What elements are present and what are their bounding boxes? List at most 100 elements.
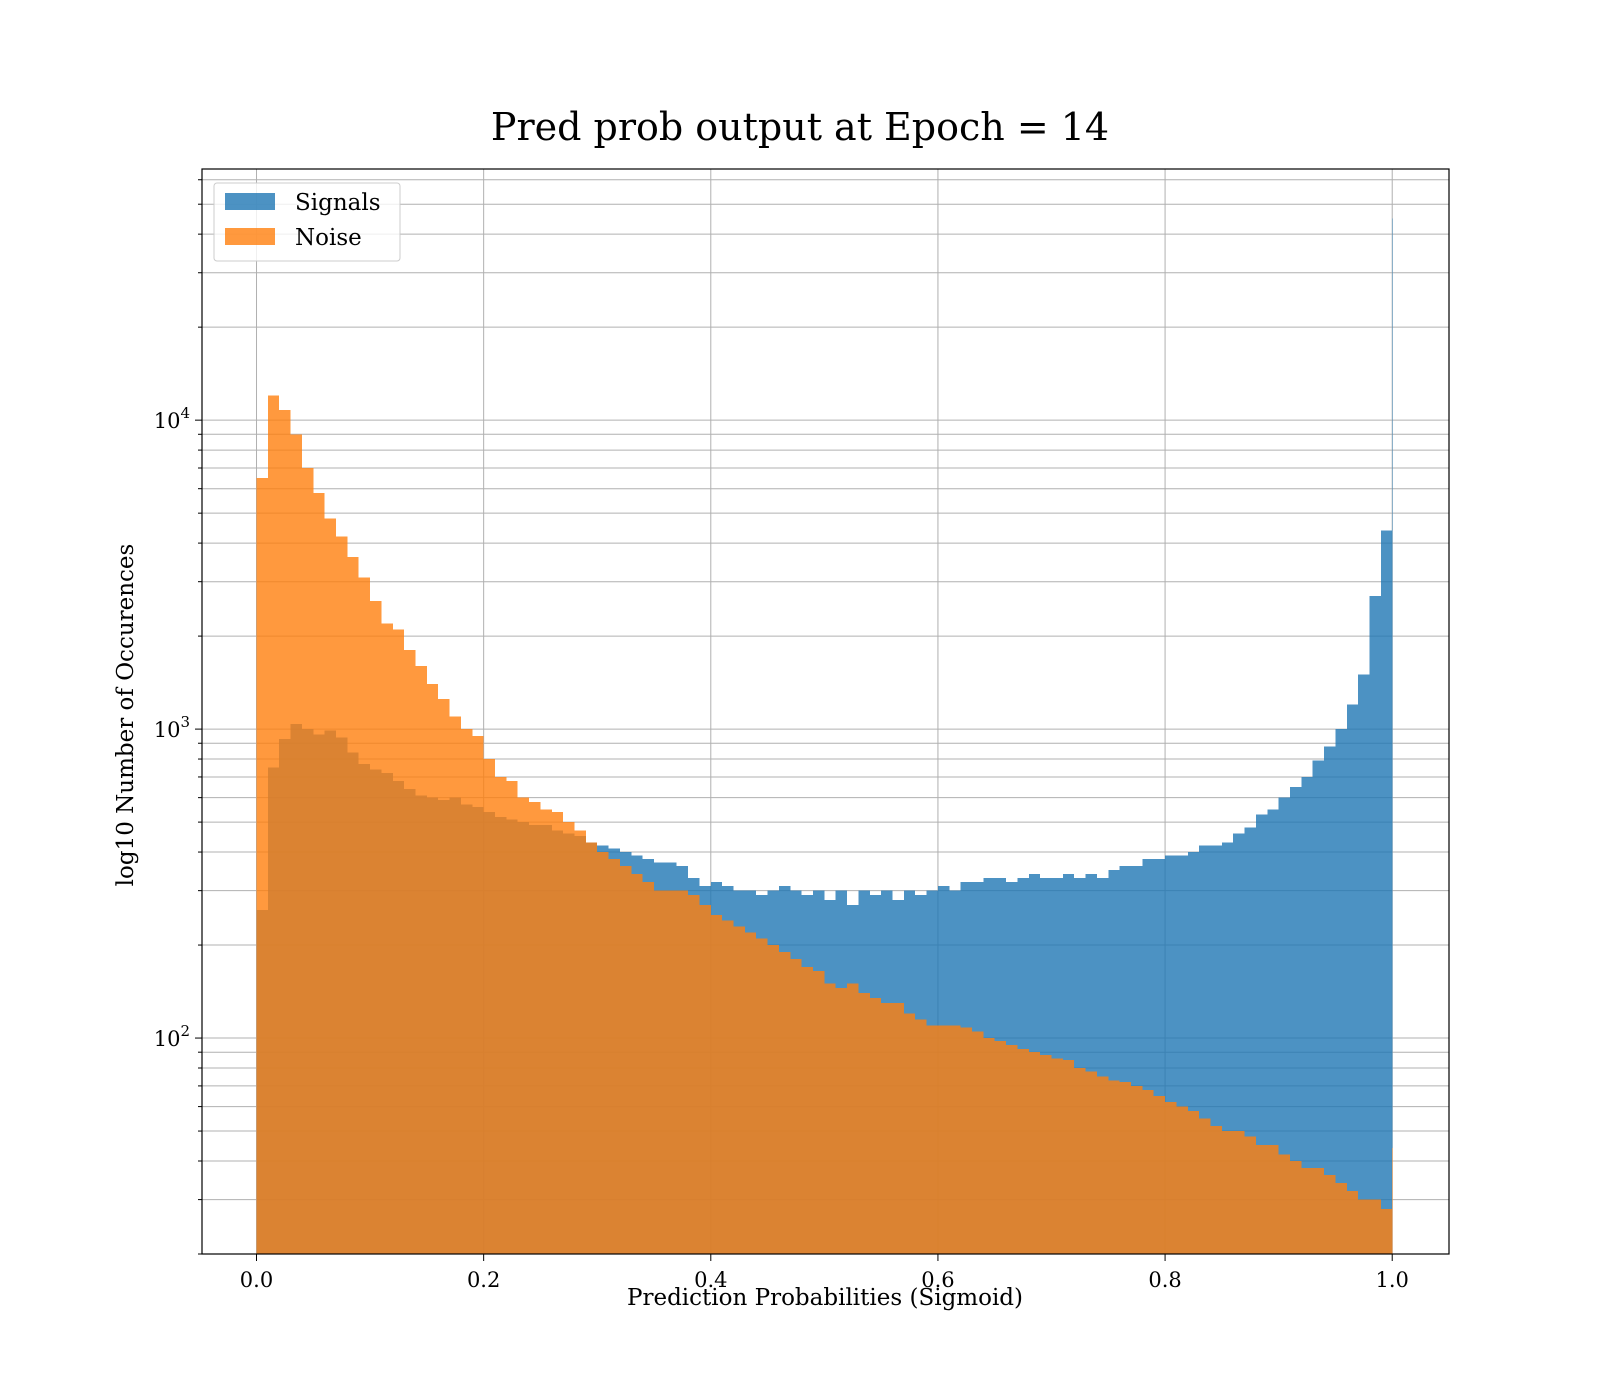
noise-bar xyxy=(324,518,337,1254)
noise-bar xyxy=(517,797,530,1254)
noise-bar xyxy=(256,477,268,1254)
noise-bar xyxy=(915,1019,927,1254)
noise-bar xyxy=(733,926,745,1254)
noise-bar xyxy=(1221,1131,1234,1254)
noise-bar xyxy=(381,623,393,1254)
noise-bar xyxy=(1153,1095,1166,1254)
noise-bar xyxy=(506,780,518,1254)
noise-bar xyxy=(1062,1059,1075,1254)
noise-bar xyxy=(1255,1145,1268,1254)
x-tick-label: 0.8 xyxy=(1148,1268,1181,1292)
y-tick-label: 104 xyxy=(154,404,190,433)
noise-bar xyxy=(483,759,496,1254)
noise-bar xyxy=(392,629,405,1254)
noise-bar xyxy=(551,811,564,1254)
noise-bar xyxy=(415,666,427,1254)
noise-bar xyxy=(438,699,450,1254)
axis-ticks: 0.0 0.2 0.4 0.6 0.8 1.0 102 103 104 xyxy=(154,179,1409,1292)
noise-bar xyxy=(336,536,348,1254)
chart-title: Pred prob output at Epoch = 14 xyxy=(491,105,1109,149)
noise-bar xyxy=(722,920,734,1254)
noise-bar xyxy=(472,735,484,1254)
noise-bar xyxy=(1040,1055,1052,1254)
noise-bar xyxy=(1346,1190,1359,1254)
signals-bar xyxy=(1176,855,1188,1254)
noise-bar xyxy=(585,842,598,1254)
noise-bar xyxy=(313,493,325,1254)
noise-bar xyxy=(937,1025,950,1254)
x-tick-label: 1.0 xyxy=(1376,1268,1409,1292)
noise-bar xyxy=(642,881,655,1254)
signals-bar xyxy=(1142,858,1154,1254)
noise-bar xyxy=(370,600,382,1254)
noise-bar xyxy=(1006,1044,1018,1254)
signals-bar xyxy=(1267,809,1279,1254)
signals-bar xyxy=(1210,845,1222,1254)
noise-bar xyxy=(949,1025,961,1254)
signals-bar xyxy=(1074,877,1086,1254)
noise-bar xyxy=(1142,1089,1154,1254)
noise-bar xyxy=(699,904,711,1254)
noise-bar xyxy=(574,830,586,1254)
noise-bar xyxy=(960,1027,973,1254)
signals-bar xyxy=(1324,746,1336,1254)
noise-bar xyxy=(972,1031,984,1254)
noise-bar xyxy=(358,577,371,1254)
x-axis-label: Prediction Probabilities (Sigmoid) xyxy=(627,1285,1023,1311)
noise-bar xyxy=(1312,1167,1325,1254)
noise-bar xyxy=(801,966,814,1254)
x-tick-label: 0.2 xyxy=(467,1268,500,1292)
legend-swatch-noise xyxy=(225,228,275,245)
noise-bar xyxy=(267,395,280,1255)
noise-bar xyxy=(1301,1167,1313,1254)
noise-bar xyxy=(847,983,859,1254)
noise-bar xyxy=(449,716,461,1254)
signals-bar xyxy=(1301,776,1313,1254)
noise-bar xyxy=(279,409,291,1255)
noise-bar xyxy=(631,873,643,1254)
noise-bar xyxy=(1119,1082,1132,1254)
signals-bar xyxy=(1221,842,1234,1254)
noise-bar xyxy=(1267,1145,1279,1254)
noise-bar xyxy=(1392,1148,1393,1254)
noise-bar xyxy=(597,852,609,1254)
noise-bar xyxy=(790,959,802,1254)
signals-bar xyxy=(1255,814,1268,1254)
plot-frame xyxy=(201,168,1450,1255)
signals-bar xyxy=(1380,530,1393,1254)
signals-bar xyxy=(1108,869,1120,1254)
noise-bar xyxy=(1380,1208,1393,1254)
signals-bar xyxy=(1119,866,1132,1254)
noise-bar xyxy=(1165,1102,1177,1254)
noise-bar xyxy=(744,932,757,1254)
noise-bar xyxy=(1108,1080,1120,1254)
noise-bar xyxy=(619,866,632,1254)
noise-bar xyxy=(347,557,359,1254)
noise-bar xyxy=(608,858,620,1254)
noise-bar xyxy=(767,945,779,1254)
y-tick-label: 103 xyxy=(154,713,190,742)
signals-bar xyxy=(1131,866,1143,1254)
signals-bar xyxy=(1392,218,1393,1255)
noise-bar xyxy=(301,468,314,1254)
y-tick-label: 102 xyxy=(154,1022,190,1051)
noise-bar xyxy=(1131,1085,1143,1254)
signals-bar xyxy=(1165,855,1177,1254)
noise-bars xyxy=(256,395,1393,1255)
y-axis-label: log10 Number of Occurences xyxy=(113,544,139,887)
noise-bar xyxy=(540,809,552,1254)
noise-bar xyxy=(813,970,825,1254)
signals-bar xyxy=(1096,877,1109,1254)
noise-bar xyxy=(710,915,723,1254)
noise-bar xyxy=(1187,1111,1200,1254)
signals-bar xyxy=(1233,833,1245,1254)
noise-bar xyxy=(404,650,416,1254)
noise-bar xyxy=(858,992,870,1254)
noise-bar xyxy=(1369,1199,1381,1254)
noise-bar xyxy=(1244,1136,1256,1254)
noise-bar xyxy=(665,890,677,1254)
noise-bar xyxy=(926,1025,938,1254)
noise-bar xyxy=(1028,1052,1041,1254)
noise-bar xyxy=(1074,1067,1086,1254)
